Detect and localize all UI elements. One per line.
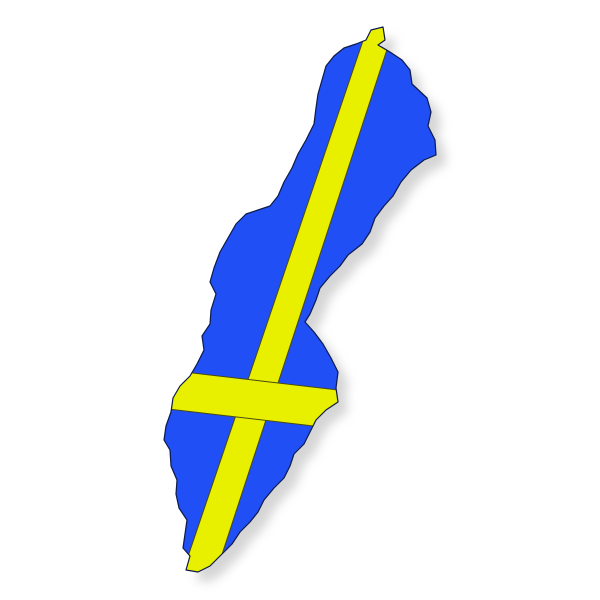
cross-vertical-bar [179, 27, 396, 572]
sweden-country-outline [163, 26, 437, 573]
